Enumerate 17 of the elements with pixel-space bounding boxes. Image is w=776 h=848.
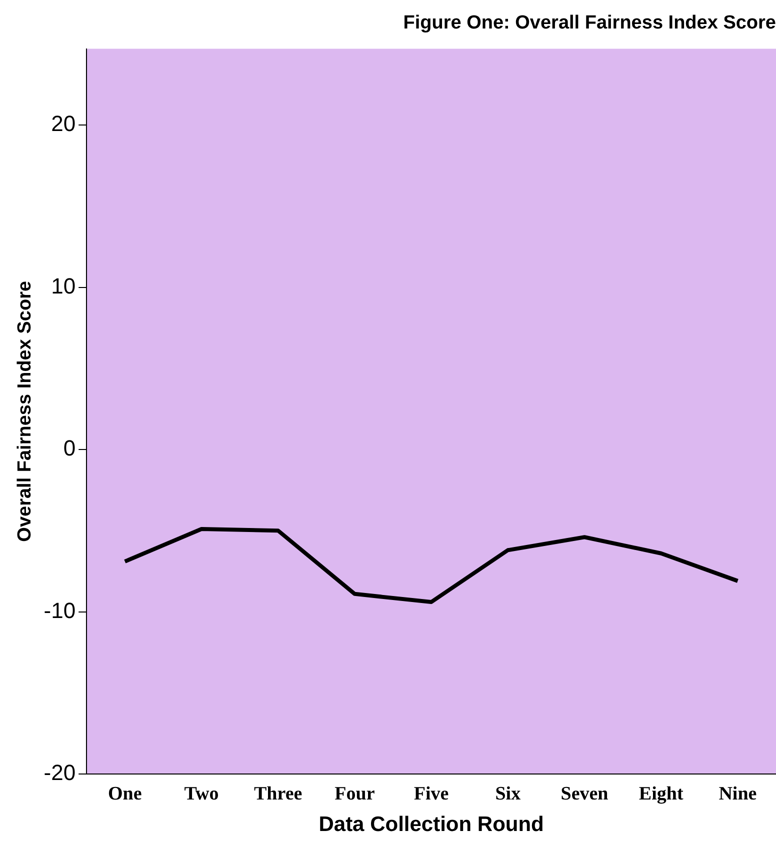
x-tick-label: Five <box>414 783 449 804</box>
x-tick-label: Seven <box>560 783 609 804</box>
y-tick-label: 0 <box>63 436 76 461</box>
chart-title: Figure One: Overall Fairness Index Score <box>403 12 776 34</box>
x-tick-label: Six <box>495 783 522 804</box>
x-tick-label: Eight <box>638 783 684 804</box>
x-tick-label: One <box>108 783 142 804</box>
x-tick-label: Four <box>334 783 376 804</box>
x-axis-title: Data Collection Round <box>318 813 544 836</box>
x-tick-label: Two <box>184 783 219 804</box>
y-axis-title: Overall Fairness Index Score <box>14 280 36 542</box>
x-tick-label: Three <box>254 783 302 804</box>
y-tick-label: 10 <box>51 273 76 298</box>
y-tick-label: -10 <box>44 598 76 623</box>
y-tick-label: 20 <box>51 111 76 136</box>
y-tick-label: -20 <box>44 760 76 786</box>
x-tick-label: Nine <box>718 783 757 804</box>
